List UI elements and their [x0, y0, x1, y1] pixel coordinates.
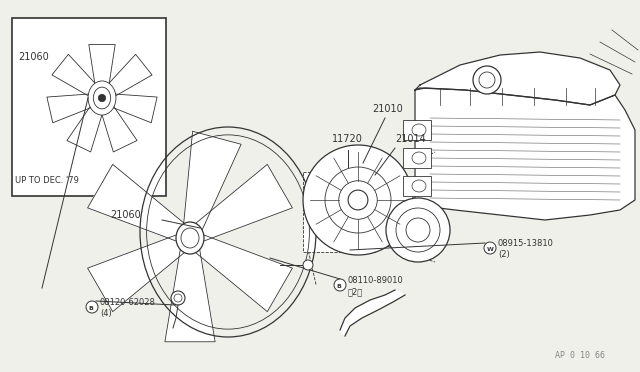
- Circle shape: [303, 145, 413, 255]
- Text: B: B: [88, 305, 93, 311]
- Bar: [403, 120, 431, 140]
- Text: UP TO DEC. '79: UP TO DEC. '79: [15, 176, 79, 185]
- Polygon shape: [89, 45, 115, 98]
- Text: 21060: 21060: [18, 52, 49, 62]
- Polygon shape: [67, 96, 106, 152]
- Text: 08110-89010: 08110-89010: [348, 276, 404, 285]
- Polygon shape: [47, 93, 103, 123]
- Circle shape: [334, 279, 346, 291]
- Polygon shape: [97, 96, 137, 152]
- Text: W: W: [486, 247, 493, 251]
- Text: AP 0 10 66: AP 0 10 66: [555, 351, 605, 360]
- Polygon shape: [186, 231, 292, 312]
- Polygon shape: [186, 164, 292, 245]
- Polygon shape: [165, 238, 215, 342]
- Polygon shape: [340, 290, 405, 336]
- Ellipse shape: [88, 81, 116, 115]
- Polygon shape: [182, 131, 241, 240]
- Polygon shape: [52, 54, 105, 102]
- Circle shape: [386, 198, 450, 262]
- Text: 21010: 21010: [372, 104, 403, 114]
- Text: 11720: 11720: [332, 134, 363, 144]
- Circle shape: [171, 291, 185, 305]
- Text: （2）: （2）: [348, 287, 364, 296]
- Bar: [403, 148, 431, 168]
- Circle shape: [484, 242, 496, 254]
- Text: (4): (4): [100, 309, 112, 318]
- Polygon shape: [99, 54, 152, 102]
- Bar: [403, 176, 431, 196]
- Polygon shape: [88, 231, 194, 312]
- Bar: [12, 18, 166, 196]
- Circle shape: [99, 94, 106, 102]
- Bar: [303, 172, 375, 252]
- Polygon shape: [101, 93, 157, 123]
- Text: 21014: 21014: [395, 134, 426, 144]
- Text: 21060: 21060: [110, 210, 141, 220]
- Polygon shape: [88, 164, 194, 245]
- Circle shape: [348, 190, 368, 210]
- Circle shape: [473, 66, 501, 94]
- Text: (2): (2): [498, 250, 509, 259]
- Text: 08120-62028: 08120-62028: [100, 298, 156, 307]
- Circle shape: [303, 260, 313, 270]
- Ellipse shape: [176, 222, 204, 254]
- Polygon shape: [415, 88, 635, 220]
- Polygon shape: [415, 52, 620, 105]
- Text: B: B: [337, 283, 341, 289]
- Text: 08915-13810: 08915-13810: [498, 239, 554, 248]
- Circle shape: [86, 301, 98, 313]
